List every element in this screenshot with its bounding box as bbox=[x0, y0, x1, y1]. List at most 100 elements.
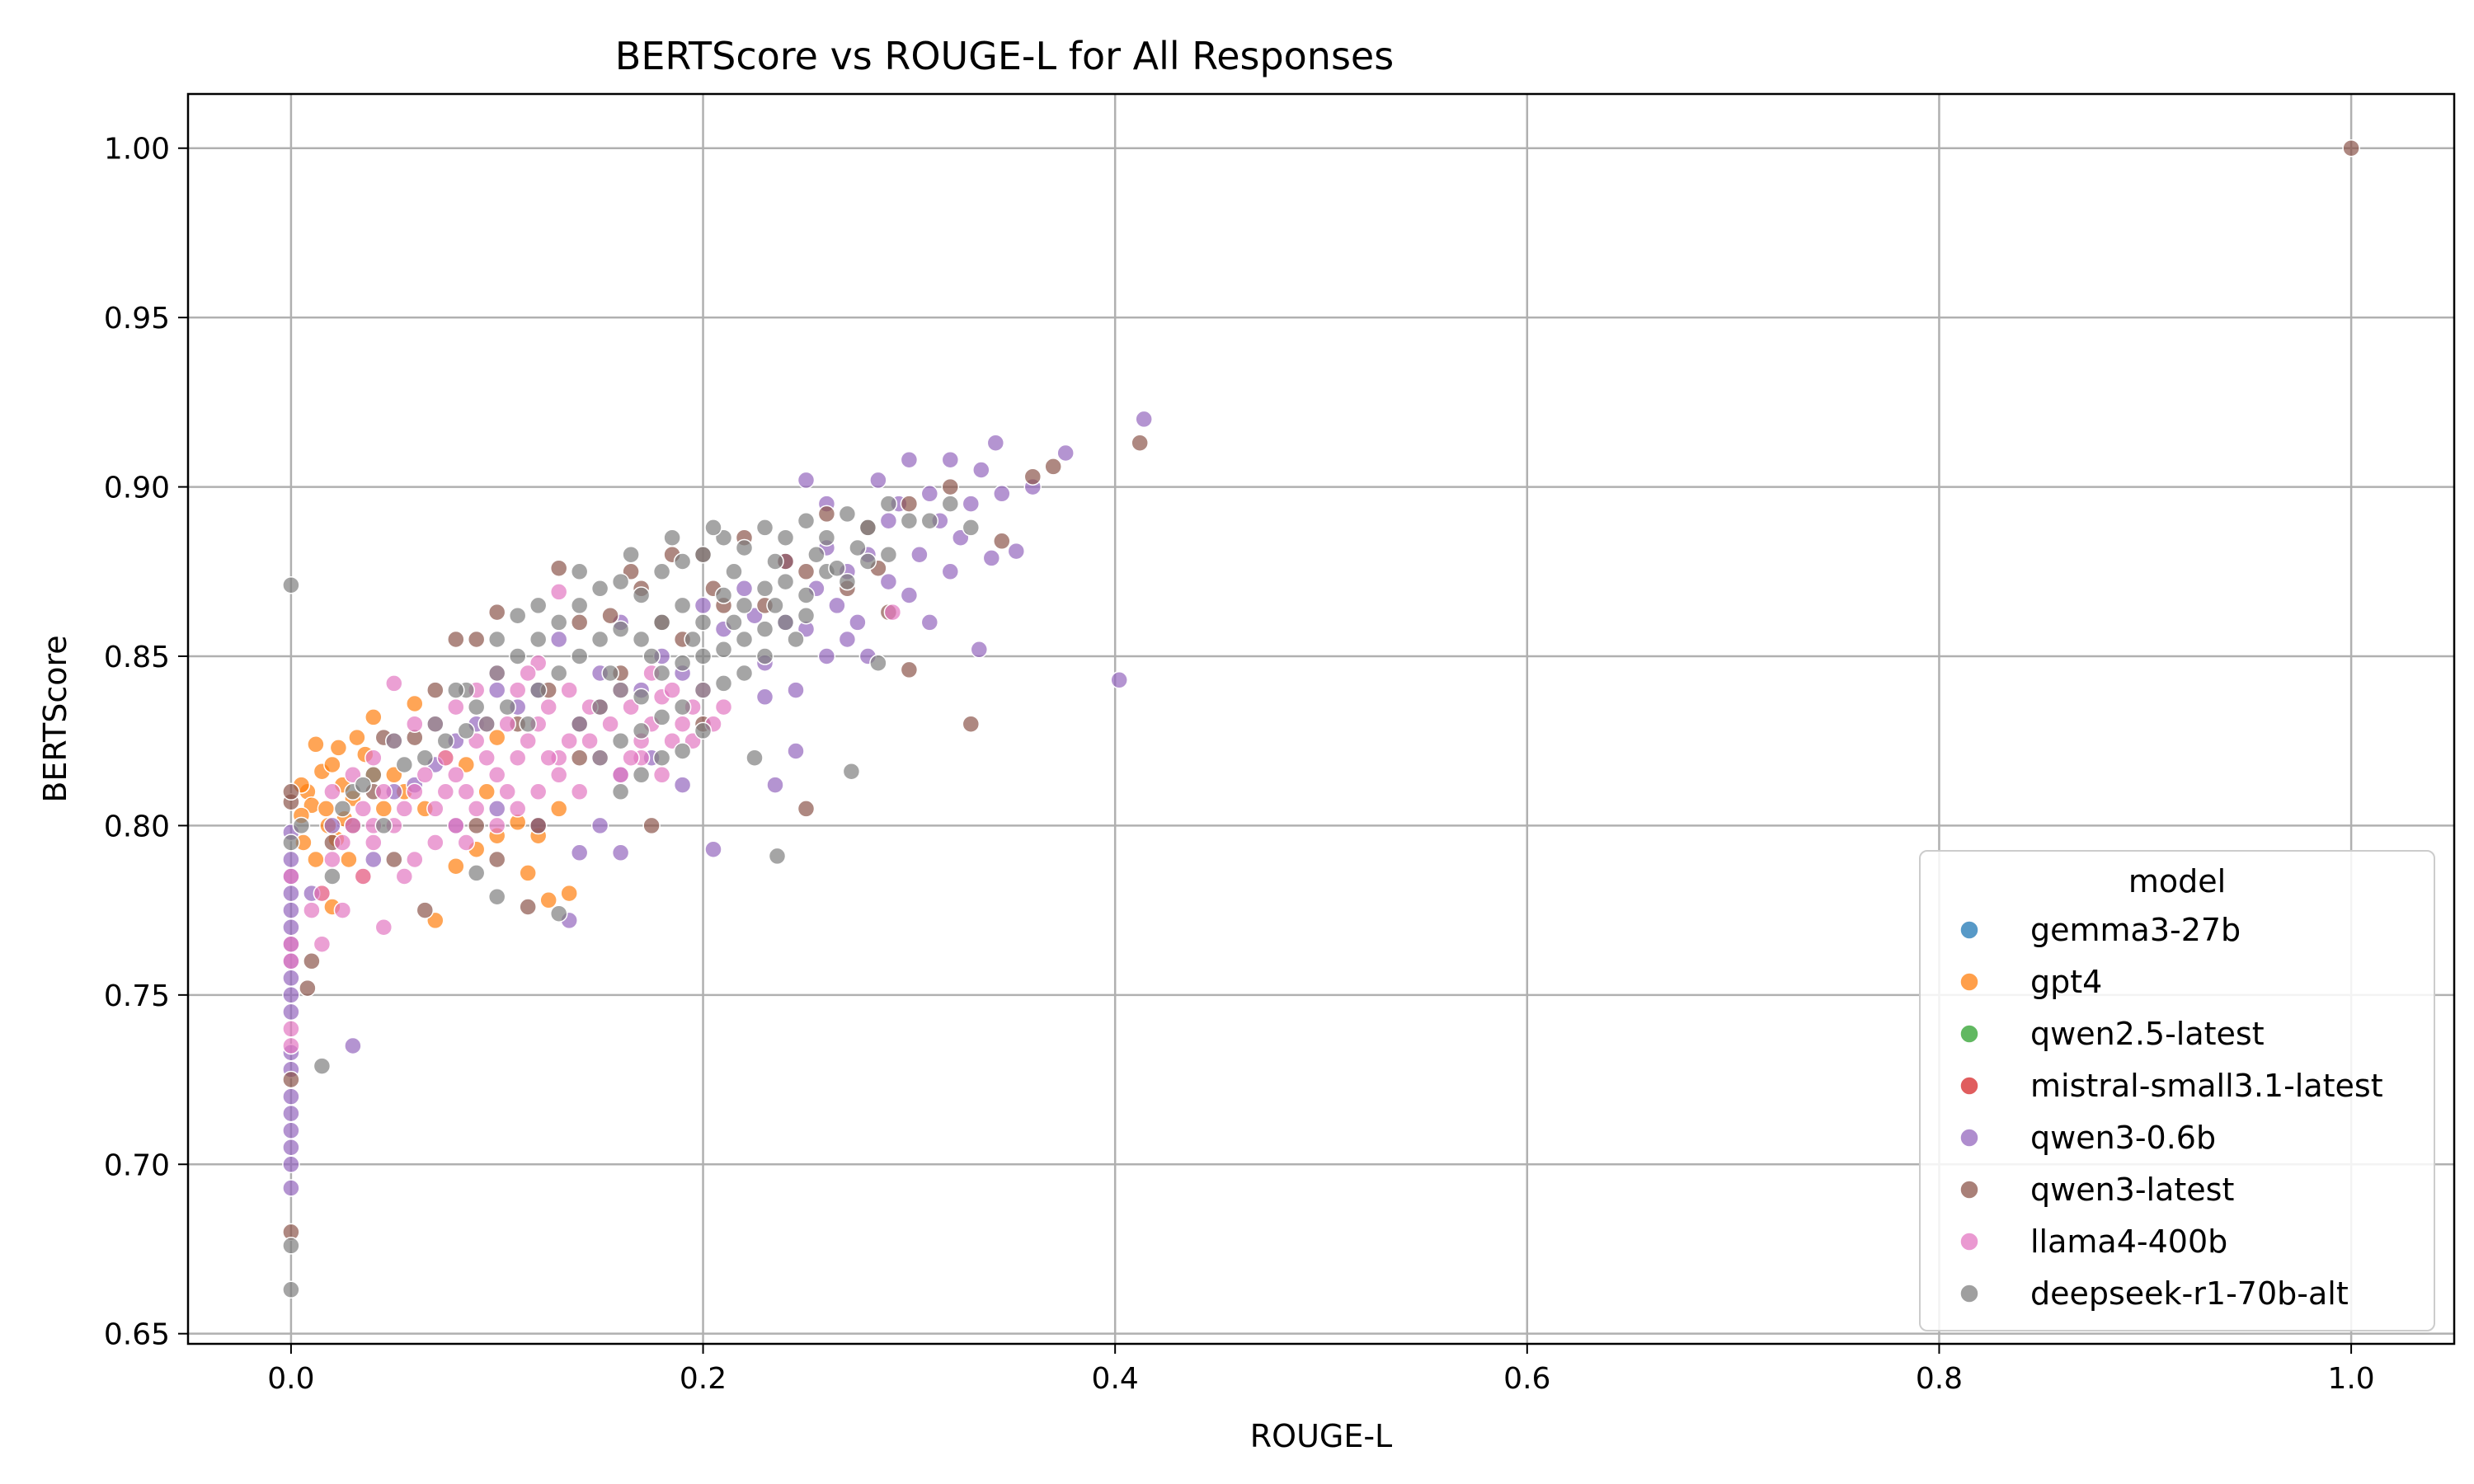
data-point bbox=[549, 583, 568, 601]
data-point bbox=[508, 647, 527, 665]
data-point bbox=[735, 596, 754, 615]
data-point bbox=[467, 800, 486, 818]
data-point bbox=[354, 776, 373, 794]
data-point bbox=[766, 776, 784, 794]
data-point bbox=[549, 766, 568, 784]
data-point bbox=[282, 782, 300, 801]
data-point bbox=[374, 782, 393, 801]
data-point bbox=[539, 749, 557, 767]
data-point bbox=[652, 664, 671, 683]
data-point bbox=[1131, 434, 1149, 452]
data-point bbox=[487, 603, 506, 622]
data-point bbox=[879, 572, 898, 591]
data-point bbox=[282, 575, 300, 594]
data-point bbox=[673, 776, 692, 794]
data-point bbox=[838, 505, 857, 524]
x-tick-label: 0.8 bbox=[1916, 1362, 1963, 1396]
data-point bbox=[426, 834, 444, 852]
x-tick-label: 0.2 bbox=[680, 1362, 727, 1396]
data-point bbox=[333, 800, 352, 818]
data-point bbox=[858, 519, 877, 537]
data-point bbox=[354, 867, 373, 885]
data-point bbox=[776, 528, 795, 547]
data-point bbox=[539, 891, 557, 909]
data-point bbox=[787, 742, 805, 760]
data-point bbox=[395, 755, 414, 774]
data-point bbox=[941, 495, 960, 513]
data-point bbox=[282, 884, 300, 903]
data-point bbox=[673, 742, 692, 760]
data-point bbox=[374, 918, 393, 937]
data-point bbox=[869, 471, 887, 490]
y-axis-label: BERTScore bbox=[37, 635, 73, 802]
data-point bbox=[673, 654, 692, 672]
legend-label: qwen2.5-latest bbox=[2030, 1016, 2265, 1052]
data-point bbox=[900, 511, 919, 530]
data-point bbox=[570, 749, 589, 767]
data-point bbox=[487, 816, 506, 835]
data-point bbox=[282, 1104, 300, 1123]
data-point bbox=[962, 715, 981, 733]
data-point bbox=[549, 904, 568, 923]
data-point bbox=[457, 834, 476, 852]
data-point bbox=[797, 800, 816, 818]
data-point bbox=[652, 749, 671, 767]
data-point bbox=[797, 562, 816, 581]
data-point bbox=[519, 731, 537, 750]
data-point bbox=[447, 630, 465, 649]
data-point bbox=[941, 450, 960, 469]
y-tick-label: 1.00 bbox=[104, 133, 170, 167]
data-point bbox=[282, 969, 300, 988]
data-point bbox=[704, 519, 722, 537]
data-point bbox=[1007, 542, 1026, 561]
data-point bbox=[735, 580, 754, 598]
data-point bbox=[519, 664, 537, 683]
data-point bbox=[735, 664, 754, 683]
x-tick-label: 0.6 bbox=[1503, 1362, 1550, 1396]
data-point bbox=[303, 901, 321, 919]
data-point bbox=[282, 952, 300, 970]
axis-ticks: 0.0 0.2 0.4 0.6 0.8 1.0 0.65 0.70 0.75 0.80 0.85 0.… bbox=[104, 133, 2375, 1396]
data-point bbox=[282, 935, 300, 953]
data-point bbox=[299, 979, 317, 998]
data-point bbox=[611, 766, 630, 784]
data-point bbox=[348, 728, 366, 747]
data-point bbox=[611, 620, 630, 638]
legend-marker bbox=[1959, 920, 1979, 940]
data-point bbox=[447, 681, 465, 699]
data-point bbox=[539, 697, 557, 716]
legend-label: deepseek-r1-70b-alt bbox=[2030, 1275, 2349, 1312]
data-point bbox=[447, 697, 465, 716]
data-point bbox=[282, 1003, 300, 1021]
data-point bbox=[900, 586, 919, 604]
y-tick-label: 0.90 bbox=[104, 472, 170, 505]
data-point bbox=[323, 850, 341, 869]
data-point bbox=[529, 816, 548, 835]
data-point bbox=[385, 731, 403, 750]
data-point bbox=[869, 654, 887, 672]
data-point bbox=[787, 630, 805, 649]
data-point bbox=[467, 630, 486, 649]
data-point bbox=[447, 766, 465, 784]
data-point bbox=[755, 519, 774, 537]
legend-label: llama4-400b bbox=[2030, 1223, 2227, 1260]
grid-lines bbox=[188, 94, 2454, 1344]
data-point bbox=[570, 647, 589, 665]
data-point bbox=[787, 681, 805, 699]
data-point bbox=[632, 721, 651, 740]
data-point bbox=[972, 461, 990, 479]
data-point bbox=[447, 816, 465, 835]
data-point bbox=[487, 681, 506, 699]
data-point bbox=[766, 552, 784, 571]
data-point bbox=[477, 715, 496, 733]
data-point bbox=[344, 1036, 362, 1055]
data-point bbox=[436, 731, 455, 750]
data-point bbox=[282, 867, 300, 885]
data-point bbox=[714, 697, 733, 716]
data-point bbox=[817, 647, 836, 665]
data-point bbox=[673, 697, 692, 716]
data-point bbox=[755, 647, 774, 665]
data-point bbox=[590, 630, 609, 649]
data-point bbox=[652, 562, 671, 581]
